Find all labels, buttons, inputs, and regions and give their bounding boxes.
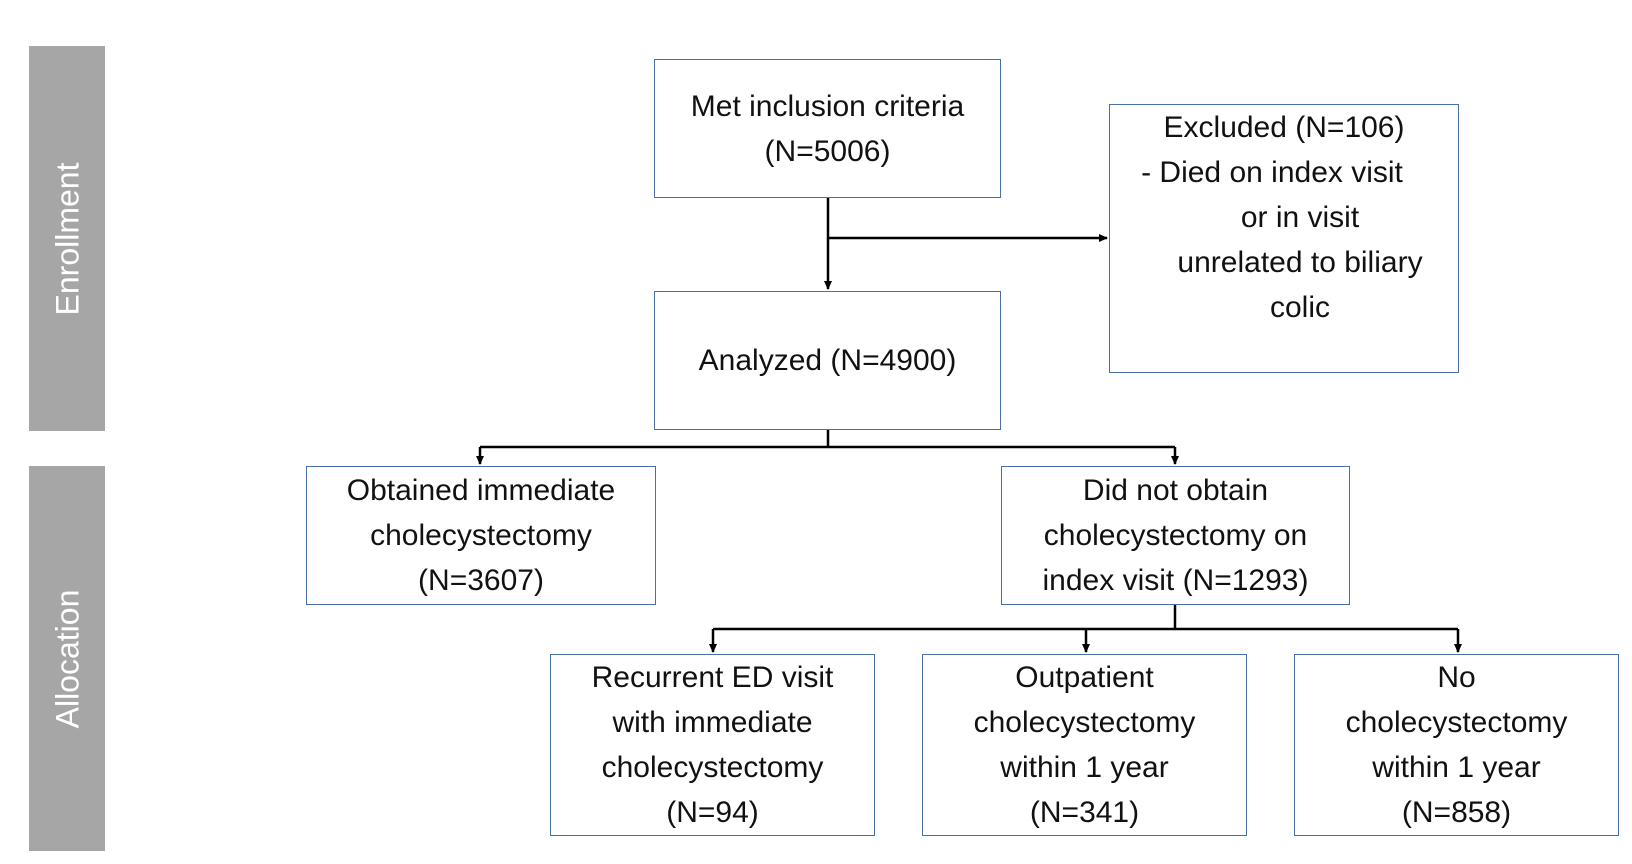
box-line: unrelated to biliary — [1177, 246, 1423, 279]
box-line: (N=3607) — [418, 564, 544, 597]
box-line: (N=5006) — [764, 134, 891, 168]
allocation-stage-bar: Allocation — [29, 466, 105, 851]
enrollment-stage-bar: Enrollment — [29, 46, 105, 431]
box-line: cholecystectomy — [370, 519, 592, 552]
box-line: Recurrent ED visit — [591, 661, 834, 694]
box-excluded: Excluded (N=106) - Died on index visit o… — [1109, 104, 1459, 373]
box-line: within 1 year — [1000, 751, 1169, 784]
box-line: Excluded (N=106) — [1163, 111, 1405, 144]
box-line: cholecystectomy — [973, 706, 1196, 739]
box-did-not-obtain: Did not obtain cholecystectomy on index … — [1001, 466, 1350, 605]
box-line: or in visit — [1240, 201, 1360, 234]
box-analyzed: Analyzed (N=4900) — [654, 291, 1001, 430]
box-line: (N=341) — [1029, 796, 1140, 829]
box-line: within 1 year — [1372, 751, 1541, 784]
box-no-cholecystectomy: No cholecystectomy within 1 year (N=858) — [1294, 654, 1619, 836]
box-line: colic — [1269, 291, 1330, 324]
box-met-inclusion-criteria: Met inclusion criteria (N=5006) — [654, 59, 1001, 198]
box-outpatient-cholecystectomy: Outpatient cholecystectomy within 1 year… — [922, 654, 1247, 836]
box-line: cholecystectomy — [1345, 706, 1568, 739]
box-line: - Died on index visit — [1141, 156, 1403, 189]
box-line: No — [1437, 661, 1476, 694]
box-line: with immediate — [612, 706, 813, 739]
box-line: Obtained immediate — [346, 474, 616, 507]
box-line: (N=94) — [666, 796, 759, 829]
box-line: Did not obtain — [1082, 474, 1269, 507]
box-line: index visit (N=1293) — [1042, 564, 1309, 597]
box-line: Outpatient — [1015, 661, 1154, 694]
box-line: Met inclusion criteria — [690, 89, 965, 123]
box-line: Analyzed (N=4900) — [698, 344, 957, 377]
box-line: cholecystectomy on — [1043, 519, 1308, 552]
box-line: cholecystectomy — [601, 751, 824, 784]
box-obtained-immediate: Obtained immediate cholecystectomy (N=36… — [306, 466, 656, 605]
box-recurrent-ed-visit: Recurrent ED visit with immediate cholec… — [550, 654, 875, 836]
box-line: (N=858) — [1401, 796, 1512, 829]
